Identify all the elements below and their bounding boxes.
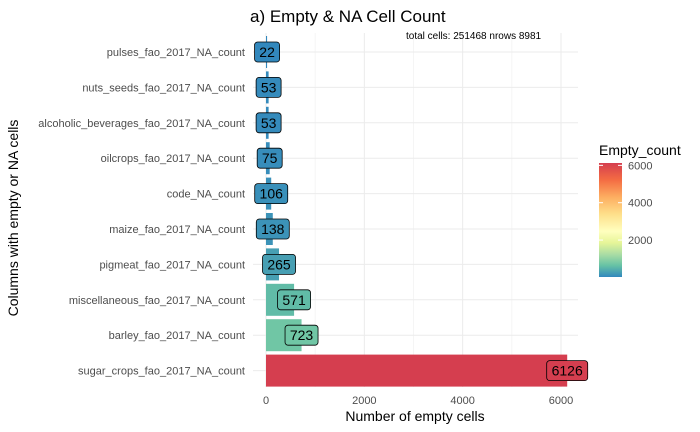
total-cells-annotation: total cells: 251468 nrows 8981 [406, 31, 542, 42]
data-label-box [256, 147, 283, 169]
data-label-text: 6126 [552, 363, 583, 379]
data-label-box [255, 112, 282, 134]
chart-title: a) Empty & NA Cell Count [250, 7, 446, 26]
data-label-box [262, 253, 296, 275]
data-label: 53 [255, 77, 282, 98]
y-tick-label: nuts_seeds_fao_2017_NA_count [82, 82, 245, 94]
y-tick-label: sugar_crops_fao_2017_NA_count [78, 366, 245, 378]
y-tick-label: pigmeat_fao_2017_NA_count [99, 259, 245, 271]
colorbar-tick-label: 2000 [628, 235, 652, 247]
data-label-text: 106 [260, 186, 284, 202]
data-label: 75 [256, 147, 283, 169]
data-label-box [254, 183, 289, 205]
colorbar-tick-label: 6000 [628, 160, 652, 172]
y-axis-tick-labels: pulses_fao_2017_NA_count nuts_seeds_fao_2… [38, 47, 245, 378]
data-label-box [255, 218, 290, 240]
y-tick-label: pulses_fao_2017_NA_count [107, 47, 245, 59]
x-tick-label: 0 [263, 395, 269, 407]
data-label-text: 138 [261, 221, 285, 237]
legend-title: Empty_count [599, 142, 681, 158]
colorbar-legend: Empty_count 2000 4000 6000 [599, 142, 681, 277]
data-label-text: 53 [261, 79, 277, 95]
colorbar-tick-label: 4000 [628, 198, 652, 210]
data-label: 138 [255, 218, 290, 240]
data-label-box [255, 77, 282, 98]
data-label: 571 [277, 289, 311, 311]
y-axis-title: Columns with empty or NA cells [5, 120, 21, 317]
data-label: 265 [262, 253, 296, 275]
data-label-text: 75 [262, 150, 278, 166]
y-tick-label: code_NA_count [167, 189, 245, 201]
data-label: 106 [254, 183, 289, 205]
data-label-text: 53 [261, 115, 277, 131]
y-tick-label: miscellaneous_fao_2017_NA_count [69, 295, 245, 307]
data-label-text: 265 [267, 256, 291, 272]
data-label-box [284, 324, 319, 346]
data-label-box [277, 289, 311, 311]
colorbar-ticks: 2000 4000 6000 [599, 160, 652, 247]
colorbar [599, 163, 622, 277]
data-labels: 22 53 53 75 106 138 265 571 723 6126 [254, 41, 589, 382]
data-label: 6126 [546, 360, 589, 382]
data-label: 723 [284, 324, 319, 346]
data-label-box [546, 360, 589, 382]
data-label: 53 [255, 112, 282, 134]
x-axis-tick-labels: 0 2000 4000 6000 [263, 395, 573, 407]
y-tick-label: alcoholic_beverages_fao_2017_NA_count [38, 118, 245, 130]
data-label-text: 571 [282, 292, 306, 308]
data-label-text: 723 [290, 327, 314, 343]
x-tick-label: 4000 [450, 395, 474, 407]
y-tick-label: barley_fao_2017_NA_count [109, 330, 245, 342]
data-label-text: 22 [259, 44, 275, 60]
y-tick-label: oilcrops_fao_2017_NA_count [101, 153, 245, 165]
x-tick-label: 6000 [549, 395, 573, 407]
data-label: 22 [254, 41, 280, 63]
y-tick-label: maize_fao_2017_NA_count [109, 224, 245, 236]
x-axis-title: Number of empty cells [345, 408, 484, 424]
x-tick-label: 2000 [352, 395, 376, 407]
bar [266, 354, 568, 387]
data-label-box [254, 41, 280, 63]
